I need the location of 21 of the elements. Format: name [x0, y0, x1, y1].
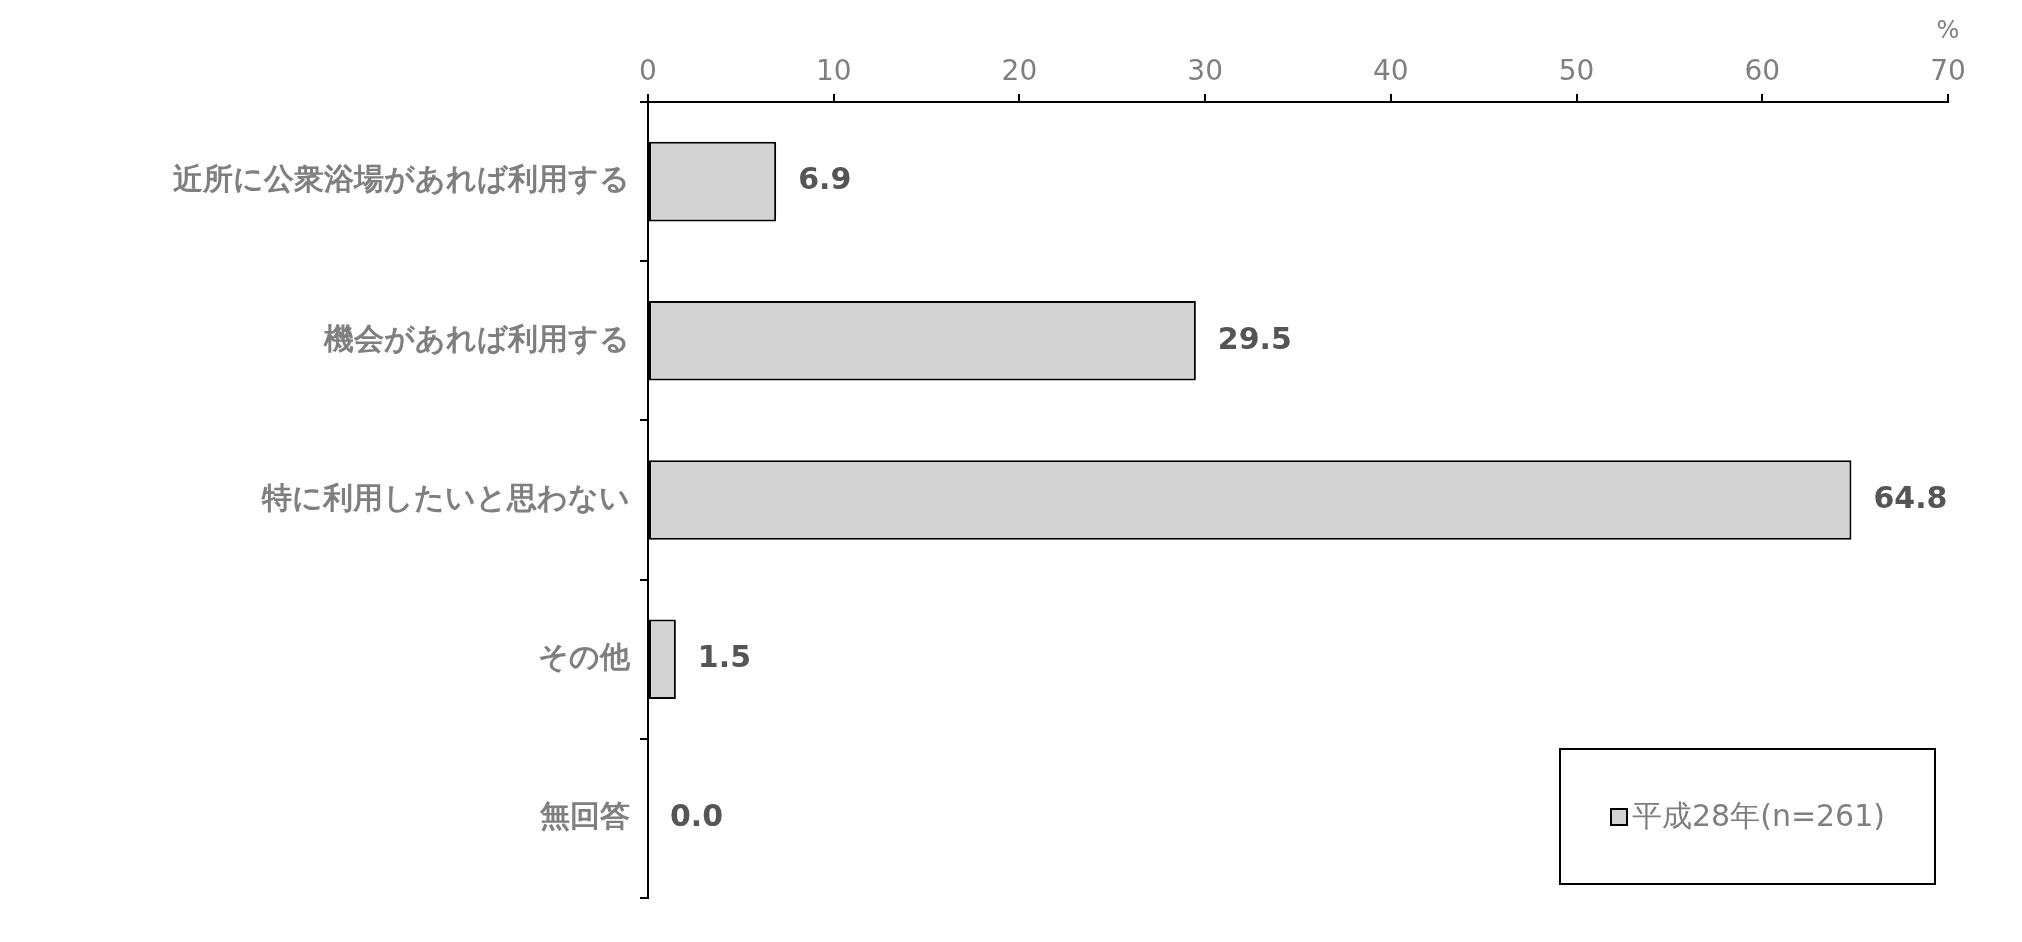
data-label: 6.9 [798, 161, 852, 197]
x-tick-label: 30 [1187, 54, 1223, 88]
x-tick-label: 0 [639, 54, 657, 88]
x-tick-label: 10 [815, 54, 852, 88]
data-label: 0.0 [670, 798, 724, 834]
legend-frame: 平成28年(n=261) [1559, 748, 1936, 885]
x-tick-label: 40 [1373, 54, 1409, 88]
x-tick-label: 60 [1744, 54, 1781, 88]
legend-label: 平成28年(n=261) [1632, 797, 1885, 835]
data-label: 64.8 [1873, 479, 1948, 515]
data-label: 1.5 [697, 639, 752, 674]
y-tick-label: 特に利用したいと思わない [261, 479, 630, 515]
y-tick-label: その他 [538, 639, 631, 674]
y-tick-label: 機会があれば利用する [323, 320, 630, 356]
x-tick-label: 20 [1001, 54, 1038, 88]
y-tick-label: 近所に公衆浴場があれば利用する [173, 161, 630, 197]
x-tick-label: 50 [1558, 54, 1595, 88]
x-tick-label: 70 [1930, 54, 1966, 88]
x-axis-title: % [1936, 16, 1960, 45]
y-tick-label: 無回答 [539, 798, 630, 834]
data-label: 29.5 [1217, 320, 1292, 356]
